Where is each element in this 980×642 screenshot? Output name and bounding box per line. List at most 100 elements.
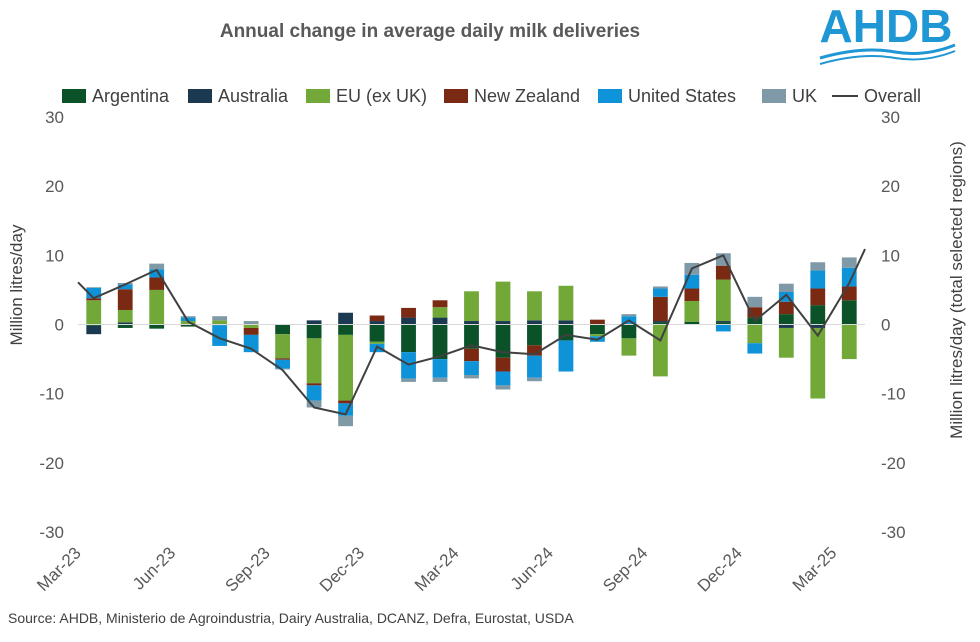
y-tick-right: -20 bbox=[881, 454, 906, 473]
bar-segment bbox=[464, 321, 479, 325]
bar-segment bbox=[810, 324, 826, 328]
overall-series-line bbox=[77, 248, 866, 416]
bars-layer bbox=[86, 253, 857, 427]
bar-segment bbox=[275, 324, 291, 335]
bar-segment bbox=[778, 314, 794, 325]
bar-segment bbox=[652, 286, 668, 289]
bar-segment bbox=[590, 319, 605, 325]
bar-segment bbox=[747, 324, 763, 344]
bar-segment bbox=[149, 269, 165, 278]
x-tick-label: Jun-24 bbox=[507, 543, 557, 593]
bar-segment bbox=[243, 327, 259, 335]
bar-segment bbox=[180, 316, 196, 318]
logo-text: AHDB bbox=[820, 0, 953, 52]
y-tick-left: 20 bbox=[45, 177, 64, 196]
bar-segment bbox=[778, 291, 794, 302]
bar-segment bbox=[149, 263, 165, 270]
bar-segment bbox=[306, 383, 322, 386]
legend-label: UK bbox=[792, 86, 817, 106]
bar-segment bbox=[590, 324, 605, 335]
legend-label: Argentina bbox=[92, 86, 170, 106]
bar-segment bbox=[243, 324, 259, 328]
bar-segment bbox=[369, 315, 385, 322]
bar-segment bbox=[778, 283, 794, 292]
x-tick-label: Mar-25 bbox=[789, 543, 841, 595]
bar-segment bbox=[841, 257, 857, 268]
bar-segment bbox=[558, 320, 574, 325]
bar-segment bbox=[778, 324, 794, 328]
bar-segment bbox=[86, 300, 102, 325]
legend-swatch-australia bbox=[188, 89, 212, 103]
bar-segment bbox=[338, 334, 353, 401]
bar-segment bbox=[212, 316, 228, 321]
x-tick-label: Sep-23 bbox=[222, 543, 274, 595]
bar-segment bbox=[810, 327, 826, 399]
bar-segment bbox=[212, 325, 228, 346]
y-tick-right: -10 bbox=[881, 385, 906, 404]
source-note: Source: AHDB, Ministerio de Agroindustri… bbox=[8, 610, 574, 626]
bar-segment bbox=[464, 374, 479, 379]
y-tick-left: -30 bbox=[39, 523, 64, 542]
x-tick-label: Mar-24 bbox=[411, 543, 463, 595]
bar-segment bbox=[684, 321, 700, 325]
bar-segment bbox=[86, 325, 102, 335]
y-axis-right: -30 -20 -10 0 10 20 30 bbox=[881, 108, 906, 542]
bar-segment bbox=[149, 324, 165, 329]
bar-segment bbox=[841, 300, 857, 325]
bar-segment bbox=[464, 348, 479, 362]
bar-segment bbox=[275, 358, 291, 360]
bar-segment bbox=[306, 338, 322, 384]
bar-segment bbox=[432, 324, 448, 360]
bar-segment bbox=[306, 385, 322, 401]
bar-segment bbox=[684, 300, 700, 322]
y-tick-left: -20 bbox=[39, 454, 64, 473]
bar-segment bbox=[149, 277, 165, 290]
bar-segment bbox=[117, 322, 133, 325]
x-axis: Mar-23 Jun-23 Sep-23 Dec-23 Mar-24 Jun-24 Sep-… bbox=[33, 543, 840, 595]
x-tick-label: Dec-24 bbox=[694, 543, 746, 595]
bar-segment bbox=[306, 320, 322, 325]
bar-segment bbox=[527, 324, 542, 346]
bar-segment bbox=[495, 324, 511, 358]
bar-segment bbox=[558, 340, 574, 372]
bar-segment bbox=[652, 322, 668, 325]
legend-swatch-argentina bbox=[62, 89, 86, 103]
bar-segment bbox=[369, 324, 385, 342]
y-tick-right: 20 bbox=[881, 177, 900, 196]
bar-segment bbox=[432, 307, 448, 318]
bar-segment bbox=[810, 305, 826, 325]
x-tick-label: Mar-23 bbox=[33, 543, 85, 595]
chart-title: Annual change in average daily milk deli… bbox=[220, 21, 640, 42]
bar-segment bbox=[117, 284, 133, 290]
y-axis-left-title: Million litres/day bbox=[7, 224, 26, 345]
bar-segment bbox=[180, 317, 196, 322]
bar-segment bbox=[621, 338, 637, 356]
y-tick-right: 10 bbox=[881, 246, 900, 265]
bar-segment bbox=[243, 321, 259, 325]
bar-segment bbox=[401, 324, 416, 353]
bar-segment bbox=[338, 415, 353, 427]
bar-segment bbox=[401, 307, 416, 318]
y-tick-left: 10 bbox=[45, 246, 64, 265]
y-axis-right-title: Million litres/day (total selected regio… bbox=[947, 141, 966, 439]
bar-segment bbox=[495, 321, 511, 325]
bar-segment bbox=[684, 288, 700, 301]
y-tick-left: -10 bbox=[39, 385, 64, 404]
bar-segment bbox=[810, 262, 826, 271]
bar-segment bbox=[715, 321, 731, 323]
bar-segment bbox=[464, 324, 479, 349]
bar-segment bbox=[715, 324, 731, 332]
bar-segment bbox=[464, 361, 479, 375]
bar-segment bbox=[747, 307, 763, 318]
bar-segment bbox=[338, 312, 353, 325]
bar-segment bbox=[495, 281, 511, 322]
bar-segment bbox=[495, 371, 511, 386]
bar-segment bbox=[117, 289, 133, 310]
bar-segment bbox=[527, 291, 542, 321]
bar-segment bbox=[558, 285, 574, 321]
legend-swatch-uk bbox=[762, 89, 786, 103]
bar-segment bbox=[180, 324, 196, 327]
bar-segment bbox=[841, 267, 857, 287]
bar-segment bbox=[432, 377, 448, 382]
legend-label: Australia bbox=[218, 86, 289, 106]
